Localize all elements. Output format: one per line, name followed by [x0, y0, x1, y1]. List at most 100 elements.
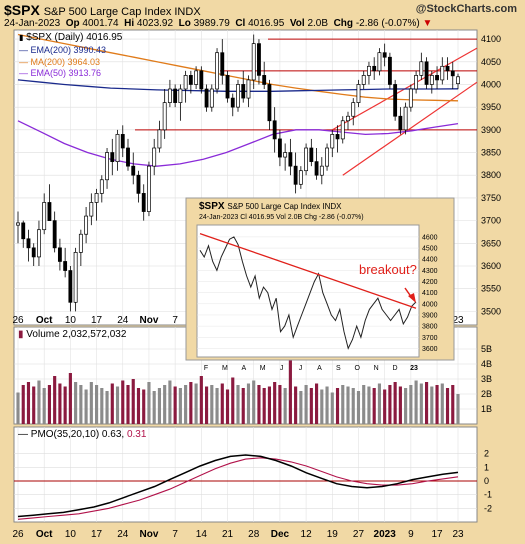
volume-bar — [451, 385, 455, 424]
volume-bar — [194, 383, 198, 424]
volume-bar — [257, 385, 261, 424]
volume-bar — [398, 386, 402, 424]
inset-x-label: S — [336, 365, 341, 372]
volume-bar — [273, 382, 277, 424]
x-tick-label: Nov — [139, 529, 158, 540]
candle-body — [220, 52, 225, 76]
candle-body — [178, 88, 183, 103]
volume-bar — [42, 388, 46, 424]
inset-tick-label: 3800 — [422, 324, 438, 331]
x-tick-label: 24 — [117, 529, 129, 540]
candle-body — [47, 202, 52, 221]
volume-bar — [89, 382, 93, 424]
candle-body — [325, 147, 329, 167]
candle-body — [372, 65, 377, 72]
volume-bar — [351, 388, 355, 424]
x-tick-label: 14 — [196, 529, 208, 540]
breakout-annotation: breakout? — [359, 262, 417, 277]
x-tick-label: 17 — [91, 529, 103, 540]
volume-bar — [278, 385, 282, 424]
candle-body — [351, 102, 356, 117]
volume-bar — [199, 376, 203, 424]
x-tick-label: Dec — [271, 529, 290, 540]
inset-tick-label: 3900 — [422, 312, 438, 319]
volume-bar — [414, 380, 418, 424]
inset-x-label: 23 — [410, 365, 418, 372]
candle-body — [346, 115, 350, 122]
x-tick-label: 10 — [65, 315, 77, 326]
candle-body — [414, 75, 419, 90]
candle-body — [84, 215, 89, 235]
candle-body — [429, 75, 434, 85]
price-tick-label: 3550 — [481, 284, 501, 294]
pmo-tick-label: -2 — [484, 503, 492, 513]
inset-tick-label: 4400 — [422, 257, 438, 264]
volume-bar — [236, 385, 240, 424]
inset-tick-label: 4100 — [422, 290, 438, 297]
candle-body — [215, 52, 219, 90]
volume-tick-label: 1B — [481, 404, 492, 414]
candle-body — [340, 120, 345, 140]
volume-bar — [304, 385, 308, 424]
x-tick-label: Oct — [36, 529, 53, 540]
candle-body — [21, 222, 26, 240]
inset-x-label: J — [299, 365, 303, 372]
candle-body — [246, 79, 251, 99]
volume-bar — [356, 391, 361, 424]
stockcharts-watermark: @StockCharts.com — [415, 3, 517, 15]
volume-bar — [142, 389, 146, 424]
volume-bar — [393, 382, 397, 424]
volume-bar — [53, 376, 57, 424]
candle-body — [147, 165, 151, 212]
candle-body — [403, 106, 408, 131]
candle-body — [335, 134, 340, 140]
inset-tick-label: 3700 — [422, 335, 438, 342]
ma200-line — [17, 33, 459, 102]
volume-bar — [147, 382, 151, 424]
volume-bar — [404, 388, 408, 424]
volume-bar — [47, 385, 51, 424]
volume-bar — [26, 382, 31, 424]
x-tick-label: Nov — [139, 315, 158, 326]
inset-x-label: N — [374, 365, 379, 372]
candle-body — [450, 70, 455, 77]
volume-bar — [58, 383, 62, 424]
candle-body — [377, 52, 382, 72]
volume-tick-label: 4B — [481, 359, 492, 369]
chart-title: $SPX S&P 500 Large Cap Index INDX — [4, 2, 201, 18]
candle-body — [141, 193, 146, 212]
volume-bar — [330, 392, 334, 424]
legend-pmo: — PMO(35,20,10) 0.63, 0.31 — [18, 429, 147, 440]
volume-bar — [388, 385, 392, 424]
candle-body — [78, 233, 83, 253]
candle-body — [167, 88, 172, 103]
volume-tick-label: 5B — [481, 344, 492, 354]
candle-body — [419, 61, 424, 76]
volume-bar — [173, 386, 177, 424]
candle-body — [63, 261, 68, 271]
volume-bar — [225, 389, 230, 424]
volume-bar — [231, 377, 235, 424]
candle-body — [120, 134, 125, 149]
price-tick-label: 4100 — [481, 34, 501, 44]
volume-bar — [68, 373, 72, 424]
candle-body — [304, 147, 309, 172]
x-tick-label: 26 — [12, 315, 24, 326]
inset-tick-label: 3600 — [422, 346, 438, 353]
legend-ma200: — MA(200) 3964.03 — [19, 57, 101, 67]
candle-body — [204, 88, 209, 108]
candle-body — [288, 152, 293, 167]
breakout-arrow-head — [408, 293, 416, 303]
candle-body — [183, 75, 188, 90]
candle-body — [236, 84, 240, 108]
candle-body — [309, 147, 314, 162]
price-tick-label: 4050 — [481, 57, 501, 67]
volume-bar — [440, 383, 444, 424]
x-tick-label: 23 — [452, 315, 464, 326]
inset-tick-label: 4200 — [422, 279, 438, 286]
volume-bar — [241, 388, 245, 424]
candle-body — [89, 202, 94, 217]
x-tick-label: 23 — [452, 529, 464, 540]
inset-x-label: M — [222, 365, 228, 372]
